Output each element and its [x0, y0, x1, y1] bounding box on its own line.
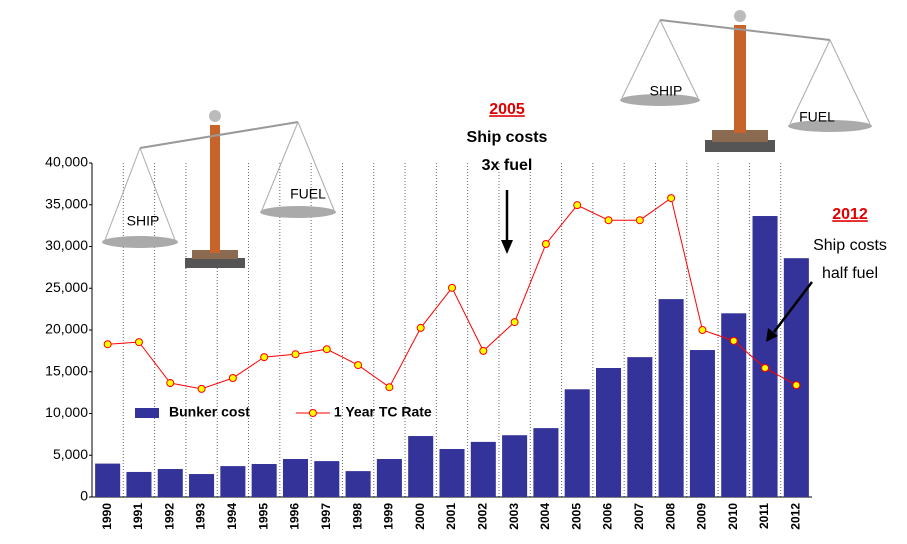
y-tick-label: 30,000 — [45, 237, 88, 253]
point — [260, 353, 269, 362]
arrow — [773, 281, 813, 333]
bar — [502, 435, 528, 497]
point — [698, 326, 707, 334]
point — [792, 381, 801, 390]
scale-label: SHIP — [127, 213, 160, 229]
scale-label: FUEL — [290, 186, 326, 202]
point — [385, 383, 394, 392]
bar — [439, 448, 465, 497]
point — [291, 350, 300, 359]
point — [228, 374, 237, 383]
point — [197, 384, 206, 393]
bar — [596, 367, 622, 497]
x-tick-label: 1992 — [162, 503, 176, 530]
bar — [314, 461, 340, 497]
point — [322, 345, 331, 354]
bar — [126, 471, 152, 497]
x-tick-label: 1990 — [100, 503, 114, 530]
x-tick-label: 2011 — [757, 503, 771, 529]
x-tick-label: 2005 — [569, 503, 583, 530]
point — [761, 363, 770, 372]
point — [635, 216, 644, 225]
x-tick-label: 2004 — [538, 503, 552, 530]
bar — [345, 471, 371, 497]
bar — [282, 459, 308, 497]
x-tick-label: 1994 — [225, 503, 239, 530]
x-tick-label: 2002 — [475, 503, 489, 530]
bar — [157, 469, 183, 497]
arrow-head — [766, 328, 778, 342]
bar — [752, 216, 778, 497]
bar — [220, 466, 246, 497]
bar — [470, 441, 496, 497]
x-tick-label: 2001 — [444, 503, 458, 530]
bar — [564, 389, 590, 497]
y-tick-label: 35,000 — [45, 195, 88, 211]
point — [448, 283, 456, 292]
annotation-year: 2012 — [832, 206, 868, 223]
x-tick-label: 1996 — [288, 503, 302, 530]
scale-label: SHIP — [650, 83, 683, 99]
legend-label: Bunker cost — [169, 404, 250, 420]
point — [573, 201, 582, 210]
x-tick-label: 1991 — [131, 503, 145, 530]
arrow-head — [501, 240, 513, 254]
point — [134, 338, 143, 347]
plot: 0 5,000 10,000 15,000 20,000 25,000 30,000 35,0… — [45, 154, 812, 530]
legend-swatch — [135, 408, 159, 418]
x-tick-label: 1993 — [194, 503, 208, 530]
point — [541, 239, 550, 248]
point — [510, 318, 519, 327]
legend-marker — [308, 409, 317, 417]
annotation-text: Ship costs — [467, 129, 548, 146]
x-tick-label: 1997 — [319, 503, 333, 530]
x-tick-label: 2012 — [789, 503, 803, 530]
x-tick-label: 2000 — [413, 503, 427, 530]
bar — [95, 463, 121, 497]
bar — [189, 474, 215, 497]
y-tick-label: 0 — [80, 488, 88, 504]
y-tick-label: 25,000 — [45, 279, 88, 295]
annotation-text: Ship costs — [813, 237, 887, 254]
x-tick-label: 2006 — [601, 503, 615, 530]
x-tick-label: 2010 — [726, 503, 740, 530]
point — [667, 194, 676, 203]
y-tick-label: 20,000 — [45, 321, 88, 337]
point — [354, 361, 363, 370]
x-tick-label: 1998 — [350, 503, 364, 530]
point — [729, 336, 738, 345]
point — [479, 346, 488, 355]
y-tick-label: 5,000 — [53, 446, 88, 462]
annotation-year: 2005 — [489, 101, 525, 118]
y-tick-label: 15,000 — [45, 362, 88, 378]
annotation-text: 3x fuel — [482, 157, 533, 174]
x-tick-label: 2007 — [632, 503, 646, 530]
bar — [251, 464, 277, 497]
bar — [376, 459, 402, 497]
bar — [627, 357, 653, 497]
x-tick-label: 1995 — [256, 503, 270, 530]
bar — [408, 436, 434, 497]
point — [166, 379, 175, 388]
scale-image — [102, 110, 336, 268]
legend-label: 1 Year TC Rate — [334, 404, 432, 420]
bar — [658, 299, 684, 497]
x-tick-label: 2003 — [507, 503, 521, 530]
point — [604, 216, 613, 225]
x-tick-label: 2009 — [695, 503, 709, 530]
y-tick-label: 10,000 — [45, 404, 88, 420]
bar — [689, 350, 715, 497]
bar — [533, 428, 559, 497]
x-tick-label: 2008 — [663, 503, 677, 530]
y-tick-label: 40,000 — [45, 154, 88, 170]
scale-image — [620, 10, 872, 152]
annotation-text: half fuel — [822, 265, 878, 282]
x-tick-label: 1999 — [382, 503, 396, 530]
scale-label: FUEL — [799, 109, 835, 125]
point — [103, 340, 112, 349]
point — [416, 323, 425, 332]
bar — [783, 258, 809, 497]
